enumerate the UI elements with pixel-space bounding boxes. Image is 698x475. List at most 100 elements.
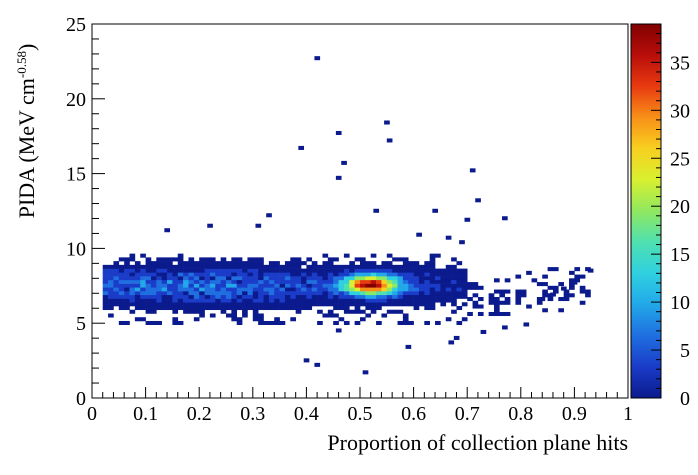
heatmap-bin (349, 272, 355, 277)
y-tick-label: 25 (66, 14, 86, 36)
heatmap-bin (108, 313, 114, 318)
heatmap-bin (156, 279, 162, 284)
heatmap-bin (226, 264, 232, 269)
heatmap-bin (515, 300, 522, 305)
y-tick-labels: 0 5 10 15 20 25 (66, 14, 86, 410)
heatmap-bin (445, 317, 452, 322)
heatmap-bin (445, 294, 452, 299)
heatmap-bin (370, 306, 377, 311)
heatmap-bin (145, 306, 152, 311)
heatmap-bin (311, 276, 318, 281)
heatmap-bin (172, 272, 179, 277)
heatmap-bin (413, 291, 420, 296)
heatmap-bin (445, 268, 452, 273)
heatmap-bin (376, 302, 382, 307)
heatmap-bin (365, 302, 372, 307)
heatmap-bin (108, 287, 114, 292)
heatmap-bin (204, 306, 211, 311)
heatmap-bin (333, 279, 339, 284)
heatmap-bin (188, 298, 195, 303)
heatmap-bin (220, 279, 227, 284)
heatmap-bin (376, 276, 382, 281)
heatmap-bin (360, 264, 366, 269)
heatmap-bin (290, 257, 296, 262)
heatmap-bin (102, 294, 109, 299)
heatmap-bin (124, 320, 130, 325)
x-tick-label: 0.7 (455, 403, 480, 425)
heatmap-bin (108, 272, 114, 277)
heatmap-bin (209, 283, 216, 288)
heatmap-bin (413, 261, 420, 266)
heatmap-bin (384, 120, 390, 125)
heatmap-bin (445, 279, 452, 284)
heatmap-bin (405, 344, 412, 349)
heatmap-bin (263, 276, 270, 281)
heatmap-bin (397, 283, 404, 288)
heatmap-bin (311, 272, 318, 277)
heatmap-bin (451, 287, 457, 292)
heatmap-bin (231, 309, 238, 314)
heatmap-bin (284, 261, 291, 266)
heatmap-bin (317, 302, 323, 307)
heatmap-bin (327, 272, 334, 277)
heatmap-bin (177, 268, 184, 273)
heatmap-bin (542, 308, 548, 313)
heatmap-bin (220, 261, 227, 266)
heatmap-bin (360, 317, 366, 322)
heatmap-bin (306, 287, 313, 292)
heatmap-bin (204, 276, 211, 281)
heatmap-bin (392, 257, 398, 262)
heatmap-bin (338, 283, 345, 288)
heatmap-bin (193, 309, 200, 314)
heatmap-bin (150, 261, 157, 266)
heatmap-bin (365, 264, 372, 269)
heatmap-bin (167, 291, 173, 296)
heatmap-bin (113, 294, 120, 299)
heatmap-bin (520, 293, 527, 298)
heatmap-bin (418, 294, 425, 299)
heatmap-bin (402, 302, 409, 307)
heatmap-bin (569, 278, 575, 283)
heatmap-bin (370, 272, 377, 277)
heatmap-bin (381, 272, 388, 277)
heatmap-bin (118, 298, 125, 303)
heatmap-bin (563, 289, 570, 294)
heatmap-bin (113, 279, 120, 284)
heatmap-bin (252, 257, 259, 262)
heatmap-bin (370, 302, 377, 307)
x-tick-label: 0.6 (401, 403, 426, 425)
heatmap-bin (563, 293, 570, 298)
heatmap-bin (274, 317, 280, 322)
heatmap-bin (258, 261, 264, 266)
heatmap-bin (408, 287, 414, 292)
heatmap-bin (255, 223, 262, 228)
heatmap-bin (418, 279, 425, 284)
heatmap-bin (349, 264, 355, 269)
x-tick-label: 0.3 (240, 403, 265, 425)
heatmap-bin (188, 276, 195, 281)
heatmap-bin (290, 268, 296, 273)
heatmap-bin (199, 291, 205, 296)
heatmap-bin (456, 291, 463, 296)
heatmap-bin (124, 257, 130, 262)
y-tick-label: 5 (76, 313, 86, 335)
heatmap-bin (456, 294, 463, 299)
heatmap-bin (209, 306, 216, 311)
heatmap-bin (354, 291, 361, 296)
heatmap-bin (247, 279, 254, 284)
heatmap-bin (467, 297, 473, 302)
heatmap-bin (247, 261, 254, 266)
heatmap-bin (585, 289, 591, 294)
heatmap-bin (392, 298, 398, 303)
heatmap-bin (343, 320, 350, 325)
heatmap-bin (108, 276, 114, 281)
heatmap-bin (456, 279, 463, 284)
heatmap-bin (451, 264, 457, 269)
color-scale-label: 35 (670, 52, 690, 74)
heatmap-bin (360, 257, 366, 262)
heatmap-bin (199, 302, 205, 307)
heatmap-bin (418, 302, 425, 307)
heatmap-bin (314, 362, 321, 367)
heatmap-bin (274, 291, 280, 296)
heatmap-bin (445, 276, 452, 281)
